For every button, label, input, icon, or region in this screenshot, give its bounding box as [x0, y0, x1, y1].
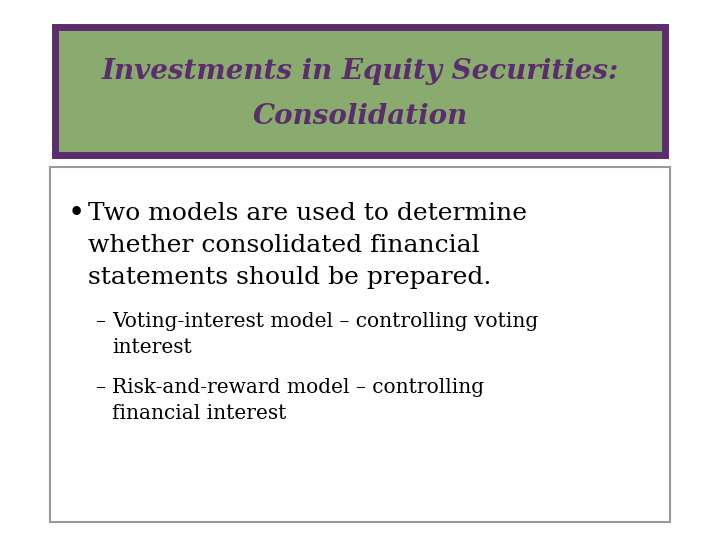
Text: Two models are used to determine: Two models are used to determine: [88, 202, 527, 225]
Text: •: •: [68, 200, 85, 228]
Text: statements should be prepared.: statements should be prepared.: [88, 266, 491, 289]
Text: whether consolidated financial: whether consolidated financial: [88, 234, 480, 257]
Text: Risk-and-reward model – controlling: Risk-and-reward model – controlling: [112, 378, 484, 397]
FancyBboxPatch shape: [55, 27, 665, 155]
Text: Investments in Equity Securities:: Investments in Equity Securities:: [102, 58, 618, 85]
Text: –: –: [95, 312, 105, 331]
Text: financial interest: financial interest: [112, 404, 287, 423]
Text: interest: interest: [112, 338, 192, 357]
Text: Voting-interest model – controlling voting: Voting-interest model – controlling voti…: [112, 312, 539, 331]
Text: Consolidation: Consolidation: [253, 103, 467, 130]
FancyBboxPatch shape: [50, 167, 670, 522]
Text: –: –: [95, 378, 105, 397]
